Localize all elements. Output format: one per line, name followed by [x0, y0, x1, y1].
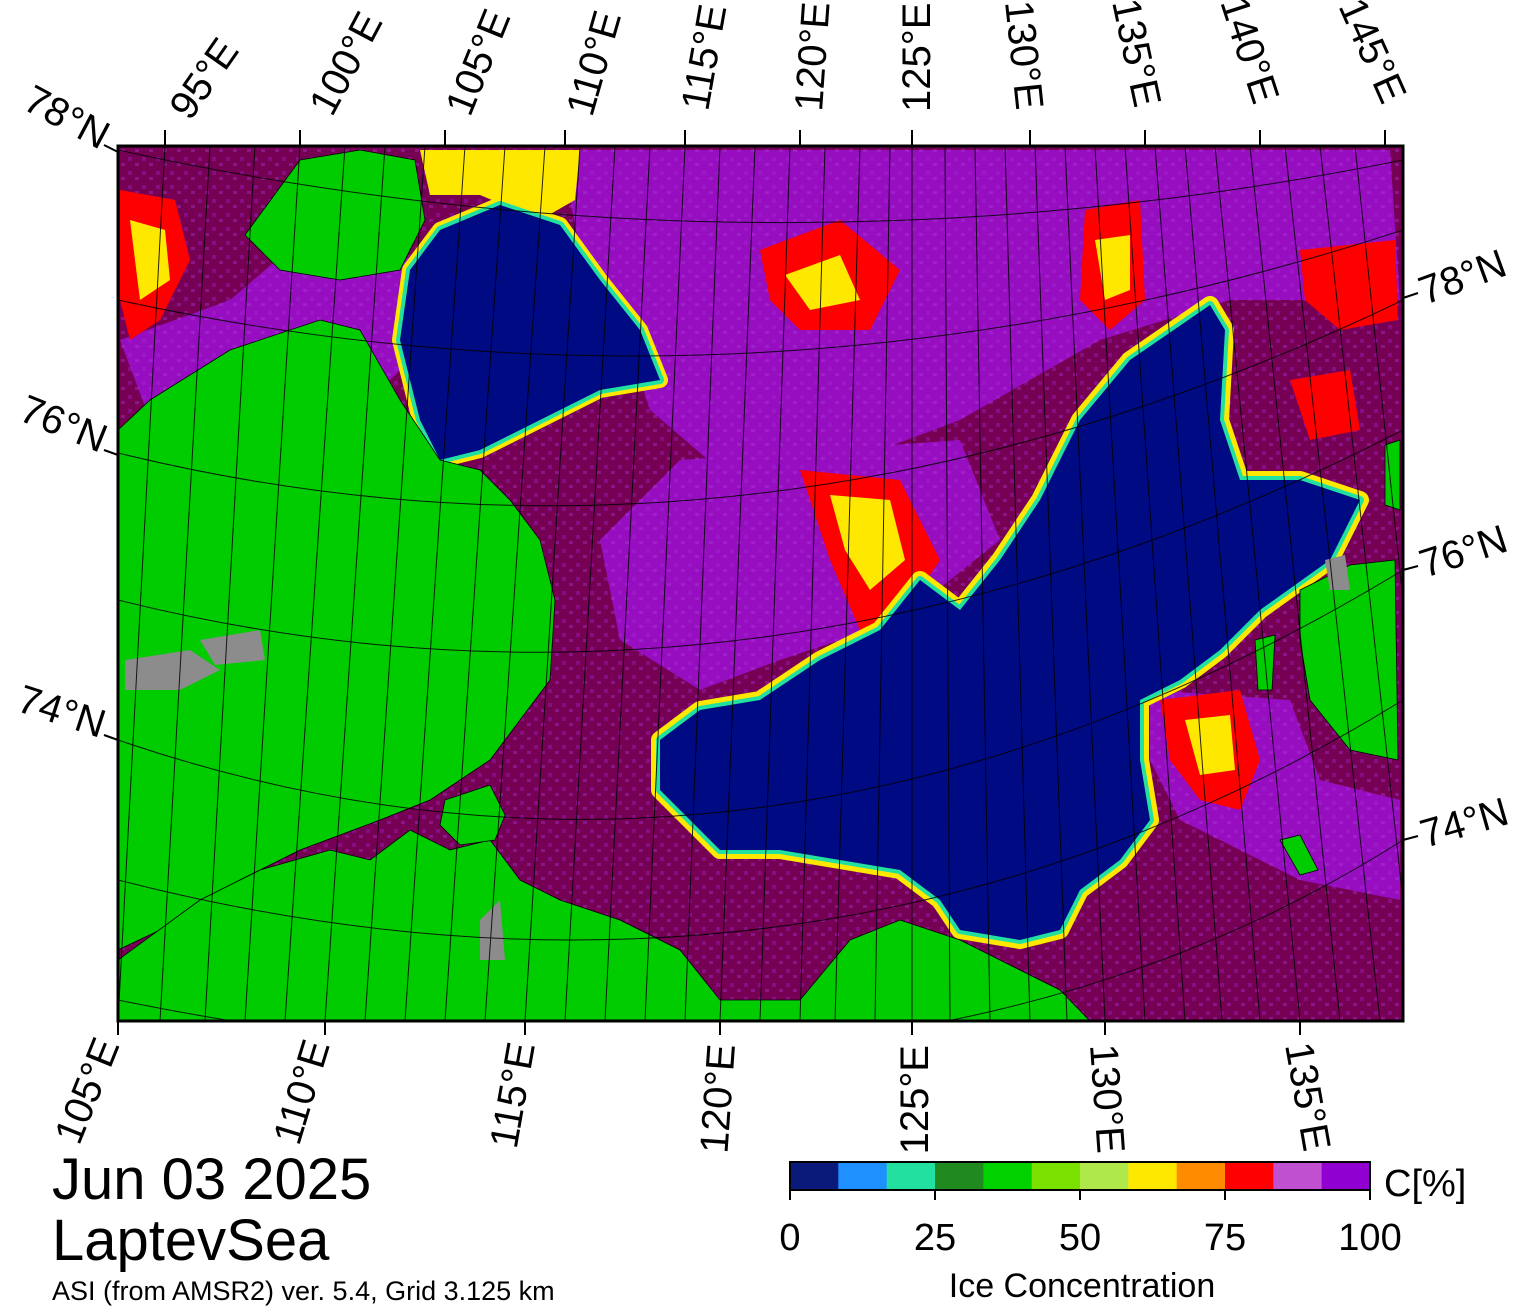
right-lat-label: 78°N [1413, 242, 1512, 314]
colorbar-tick-label: 25 [914, 1217, 956, 1259]
region-name: LaptevSea [52, 1208, 330, 1273]
colorbar-tick-label: 75 [1204, 1217, 1246, 1259]
top-lon-label: 145°E [1330, 0, 1415, 110]
tick-marks [103, 130, 1419, 1035]
colorbar: C[%] 0 25 50 75 100 Ice Concentration [779, 1161, 1466, 1305]
bottom-lon-label: 105°E [47, 1032, 129, 1150]
colorbar-tick-label: 100 [1338, 1217, 1401, 1259]
bottom-lon-label: 115°E [482, 1039, 544, 1151]
small-island-northeast [1384, 439, 1401, 511]
small-island-southeast [1279, 834, 1319, 876]
siberian-mainland [118, 829, 1091, 1021]
colorbar-swatch [1128, 1162, 1178, 1190]
land [118, 149, 1401, 1021]
right-lat-label: 74°N [1415, 790, 1513, 857]
top-lon-label: 110°E [558, 6, 630, 120]
colorbar-swatch [983, 1162, 1033, 1190]
top-lon-label: 120°E [787, 0, 839, 112]
bottom-longitude-labels: 105°E 110°E 115°E 120°E 125°E 130°E 135°… [47, 1032, 1339, 1155]
top-lon-label: 125°E [895, 3, 939, 112]
colorbar-swatch [1321, 1162, 1371, 1190]
map-area [118, 146, 1403, 1021]
colorbar-swatch [1031, 1162, 1081, 1190]
top-lon-label: 105°E [438, 3, 520, 121]
colorbar-title: Ice Concentration [949, 1267, 1216, 1305]
gray-fast-ice [125, 555, 1350, 960]
colorbar-unit-label: C[%] [1384, 1163, 1466, 1205]
colorbar-tick-label: 50 [1059, 1217, 1101, 1259]
colorbar-swatch [1273, 1162, 1323, 1190]
map-frame [116, 144, 1405, 1023]
colorbar-ticks [789, 1190, 1371, 1200]
top-lon-label: 140°E [1211, 0, 1287, 109]
colorbar-swatch [1225, 1162, 1274, 1190]
colorbar-swatch [886, 1162, 936, 1190]
graticule [118, 146, 1403, 1021]
map-date: Jun 03 2025 [52, 1147, 372, 1212]
bottom-lon-label: 135°E [1276, 1039, 1338, 1154]
top-lon-label: 100°E [301, 5, 391, 122]
colorbar-swatch [1080, 1162, 1129, 1190]
colorbar-swatch [1176, 1162, 1226, 1190]
bottom-lon-label: 130°E [1081, 1043, 1133, 1155]
colorbar-swatch [935, 1162, 984, 1190]
left-lat-label: 74°N [12, 677, 111, 746]
bottom-lon-label: 110°E [265, 1035, 338, 1150]
colorbar-swatches [790, 1162, 1371, 1190]
left-latitude-labels: 78°N 76°N 74°N [12, 77, 116, 746]
top-lon-label: 95°E [161, 31, 247, 128]
right-latitude-labels: 78°N 76°N 74°N [1413, 242, 1513, 857]
colorbar-tick-label: 0 [779, 1217, 800, 1259]
bottom-lon-label: 120°E [692, 1043, 744, 1155]
left-lat-label: 76°N [14, 387, 113, 461]
colorbar-swatch [838, 1162, 888, 1190]
top-lon-label: 115°E [674, 1, 736, 113]
colorbar-swatch [790, 1162, 839, 1190]
bottom-lon-label: 125°E [893, 1045, 937, 1154]
top-lon-label: 130°E [996, 0, 1051, 112]
top-lon-label: 135°E [1103, 0, 1169, 111]
data-source: ASI (from AMSR2) ver. 5.4, Grid 3.125 km [52, 1276, 555, 1306]
top-longitude-labels: 95°E 100°E 105°E 110°E 115°E 120°E 125°E… [161, 0, 1414, 127]
right-lat-label: 76°N [1414, 517, 1513, 586]
left-lat-label: 78°N [17, 77, 117, 158]
western-polynya [392, 197, 668, 468]
